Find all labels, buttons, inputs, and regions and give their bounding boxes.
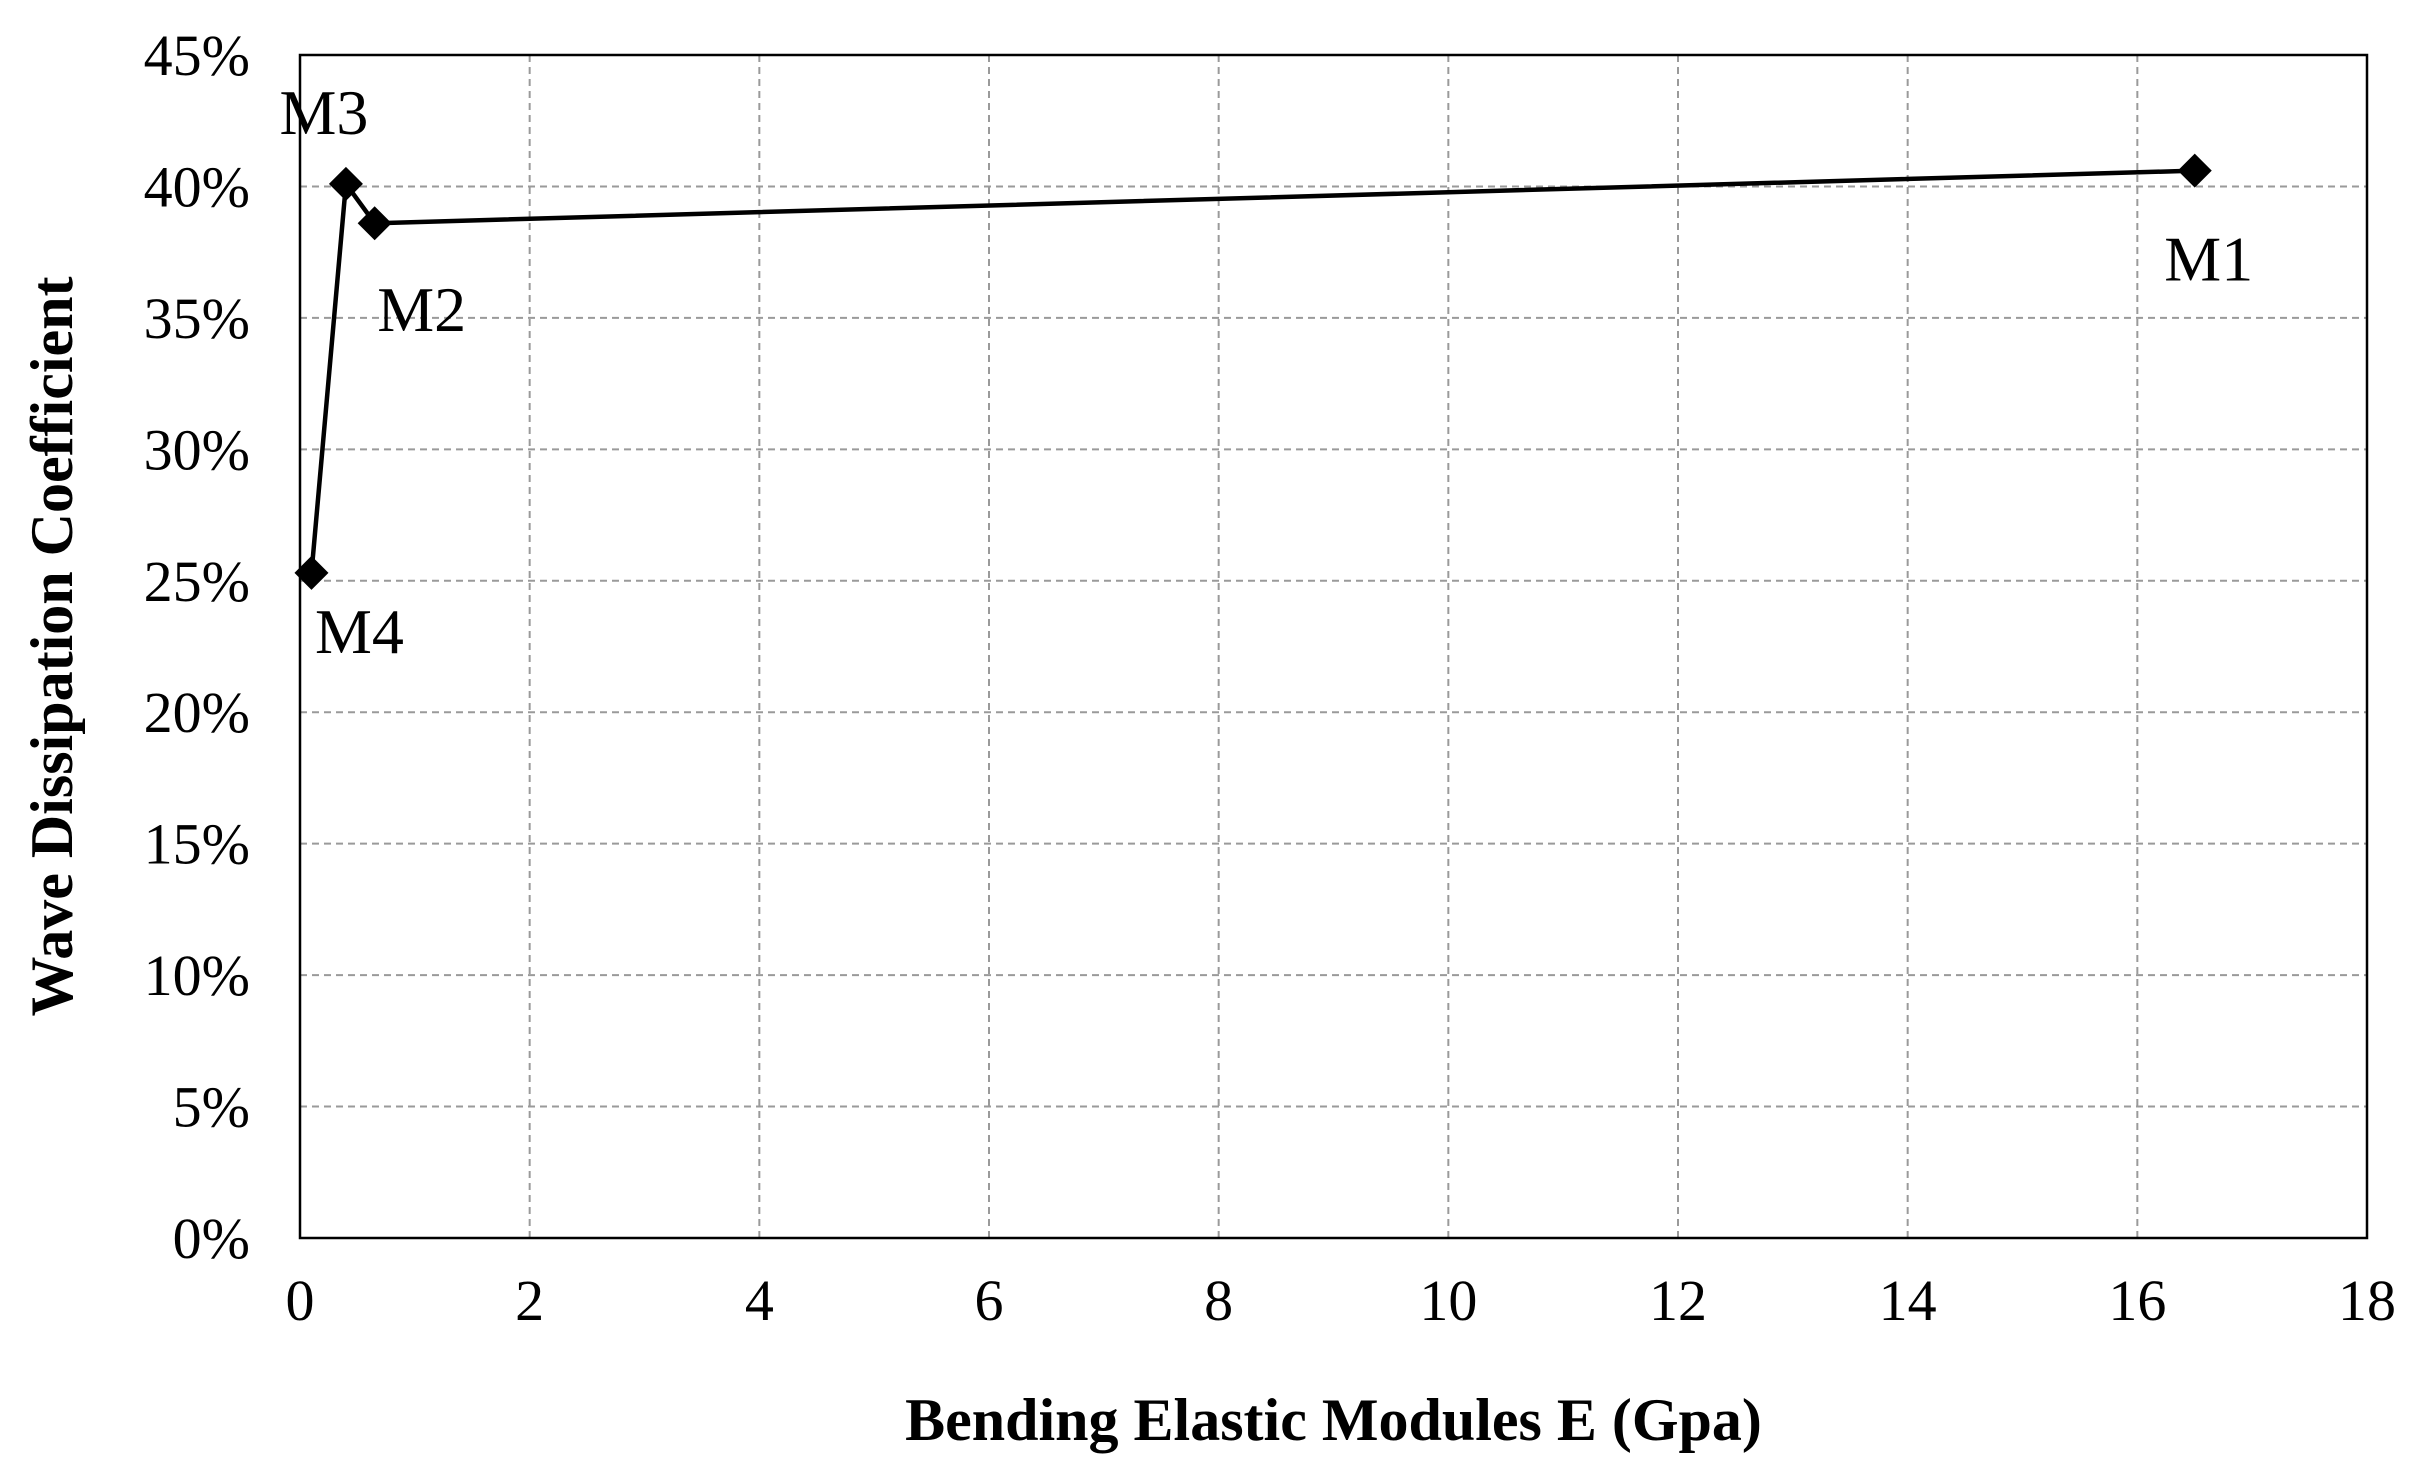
y-tick-label-3: 15% [144,812,250,877]
x-axis-ticks: 0 2 4 6 8 10 12 14 16 18 [286,1268,2397,1333]
data-point-m3 [328,166,363,201]
y-tick-label-9: 45% [144,23,250,88]
y-tick-label-7: 35% [144,286,250,351]
x-tick-label-4: 8 [1204,1268,1233,1333]
x-tick-label-9: 18 [2338,1268,2396,1333]
y-tick-label-0: 0% [173,1206,250,1271]
y-axis-title: Wave Dissipation Coefficient [19,277,85,1017]
x-tick-label-7: 14 [1879,1268,1937,1333]
data-point-m4 [294,555,329,590]
y-tick-label-6: 30% [144,417,250,482]
data-point-m2 [357,206,392,241]
data-point-m1 [2177,153,2212,188]
point-label-m3: M3 [279,77,368,148]
y-tick-label-2: 10% [144,943,250,1008]
point-label-m1: M1 [2164,224,2253,295]
x-tick-label-5: 10 [1419,1268,1477,1333]
x-axis-title: Bending Elastic Modules E (Gpa) [905,1387,1762,1453]
x-tick-label-2: 4 [745,1268,774,1333]
y-tick-label-4: 20% [144,680,250,745]
x-tick-label-1: 2 [515,1268,544,1333]
y-axis-ticks: 0% 5% 10% 15% 20% 25% 30% 35% 40% 45% [144,23,250,1271]
grid [300,55,2367,1238]
point-label-m4: M4 [315,596,404,667]
x-tick-label-0: 0 [286,1268,315,1333]
y-tick-label-8: 40% [144,154,250,219]
plot-area [298,53,2369,1240]
point-label-m2: M2 [377,274,466,345]
y-tick-label-5: 25% [144,549,250,614]
x-tick-label-8: 16 [2108,1268,2166,1333]
y-tick-label-1: 5% [173,1075,250,1140]
series-markers [294,153,2212,590]
point-labels: M4 M3 M2 M1 [279,77,2253,667]
x-tick-label-3: 6 [975,1268,1004,1333]
series-line [309,168,2195,574]
x-tick-label-6: 12 [1649,1268,1707,1333]
